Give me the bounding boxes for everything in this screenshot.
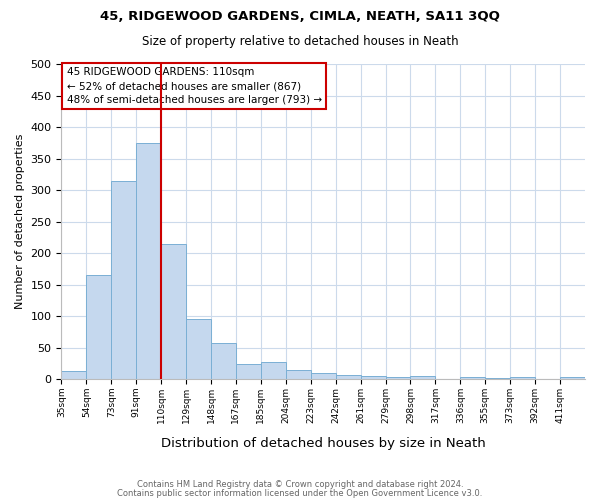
Bar (111, 180, 136, 379)
Bar (136, 143, 161, 379)
Text: Contains public sector information licensed under the Open Government Licence v3: Contains public sector information licen… (118, 488, 482, 498)
Bar (286, 370, 311, 379)
Bar (211, 343, 236, 379)
Bar (460, 376, 485, 379)
Bar (485, 378, 510, 379)
Bar (261, 362, 286, 379)
Text: 45 RIDGEWOOD GARDENS: 110sqm
← 52% of detached houses are smaller (867)
48% of s: 45 RIDGEWOOD GARDENS: 110sqm ← 52% of de… (67, 67, 322, 105)
Bar (361, 376, 386, 379)
Text: Size of property relative to detached houses in Neath: Size of property relative to detached ho… (142, 35, 458, 48)
Bar (61, 371, 86, 379)
Bar (386, 377, 410, 379)
Bar (510, 376, 535, 379)
Bar (560, 376, 585, 379)
Bar (335, 374, 361, 379)
X-axis label: Distribution of detached houses by size in Neath: Distribution of detached houses by size … (161, 437, 485, 450)
Text: Contains HM Land Registry data © Crown copyright and database right 2024.: Contains HM Land Registry data © Crown c… (137, 480, 463, 489)
Bar (186, 319, 211, 379)
Bar (236, 364, 261, 379)
Bar (410, 376, 436, 379)
Y-axis label: Number of detached properties: Number of detached properties (15, 134, 25, 309)
Bar (161, 244, 186, 379)
Bar (86, 275, 111, 379)
Text: 45, RIDGEWOOD GARDENS, CIMLA, NEATH, SA11 3QQ: 45, RIDGEWOOD GARDENS, CIMLA, NEATH, SA1… (100, 10, 500, 23)
Bar (311, 373, 335, 379)
